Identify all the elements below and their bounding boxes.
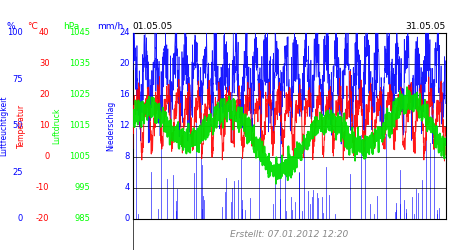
Text: 16: 16 [119, 90, 130, 99]
Text: 12: 12 [119, 121, 130, 130]
Text: 985: 985 [74, 214, 90, 223]
Text: 30: 30 [39, 59, 50, 68]
Text: 8: 8 [124, 152, 130, 161]
Text: -10: -10 [36, 183, 50, 192]
Text: -20: -20 [36, 214, 50, 223]
Text: 20: 20 [39, 90, 50, 99]
Text: 24: 24 [119, 28, 130, 37]
Text: 995: 995 [74, 183, 90, 192]
Text: mm/h: mm/h [97, 22, 123, 31]
Text: Temperatur: Temperatur [17, 104, 26, 148]
Text: Erstellt: 07.01.2012 12:20: Erstellt: 07.01.2012 12:20 [230, 230, 348, 239]
Text: 1015: 1015 [69, 121, 90, 130]
Text: 01.05.05: 01.05.05 [133, 22, 173, 31]
Text: °C: °C [27, 22, 38, 31]
Text: Niederschlag: Niederschlag [106, 100, 115, 151]
Text: 1025: 1025 [69, 90, 90, 99]
Text: 25: 25 [12, 168, 22, 177]
Text: 0: 0 [17, 214, 22, 223]
Text: 1035: 1035 [69, 59, 90, 68]
Text: 40: 40 [39, 28, 50, 37]
Text: 50: 50 [12, 121, 22, 130]
Text: %: % [7, 22, 15, 31]
Text: Luftdruck: Luftdruck [52, 108, 61, 144]
Text: 1005: 1005 [69, 152, 90, 161]
Text: 10: 10 [39, 121, 50, 130]
Text: 1045: 1045 [69, 28, 90, 37]
Text: 4: 4 [124, 183, 130, 192]
Text: 31.05.05: 31.05.05 [405, 22, 446, 31]
Text: Luftfeuchtigkeit: Luftfeuchtigkeit [0, 95, 8, 156]
Text: 75: 75 [12, 74, 22, 84]
Text: 0: 0 [44, 152, 50, 161]
Text: 0: 0 [124, 214, 130, 223]
Text: 20: 20 [119, 59, 130, 68]
Text: hPa: hPa [63, 22, 79, 31]
Text: 100: 100 [7, 28, 22, 37]
